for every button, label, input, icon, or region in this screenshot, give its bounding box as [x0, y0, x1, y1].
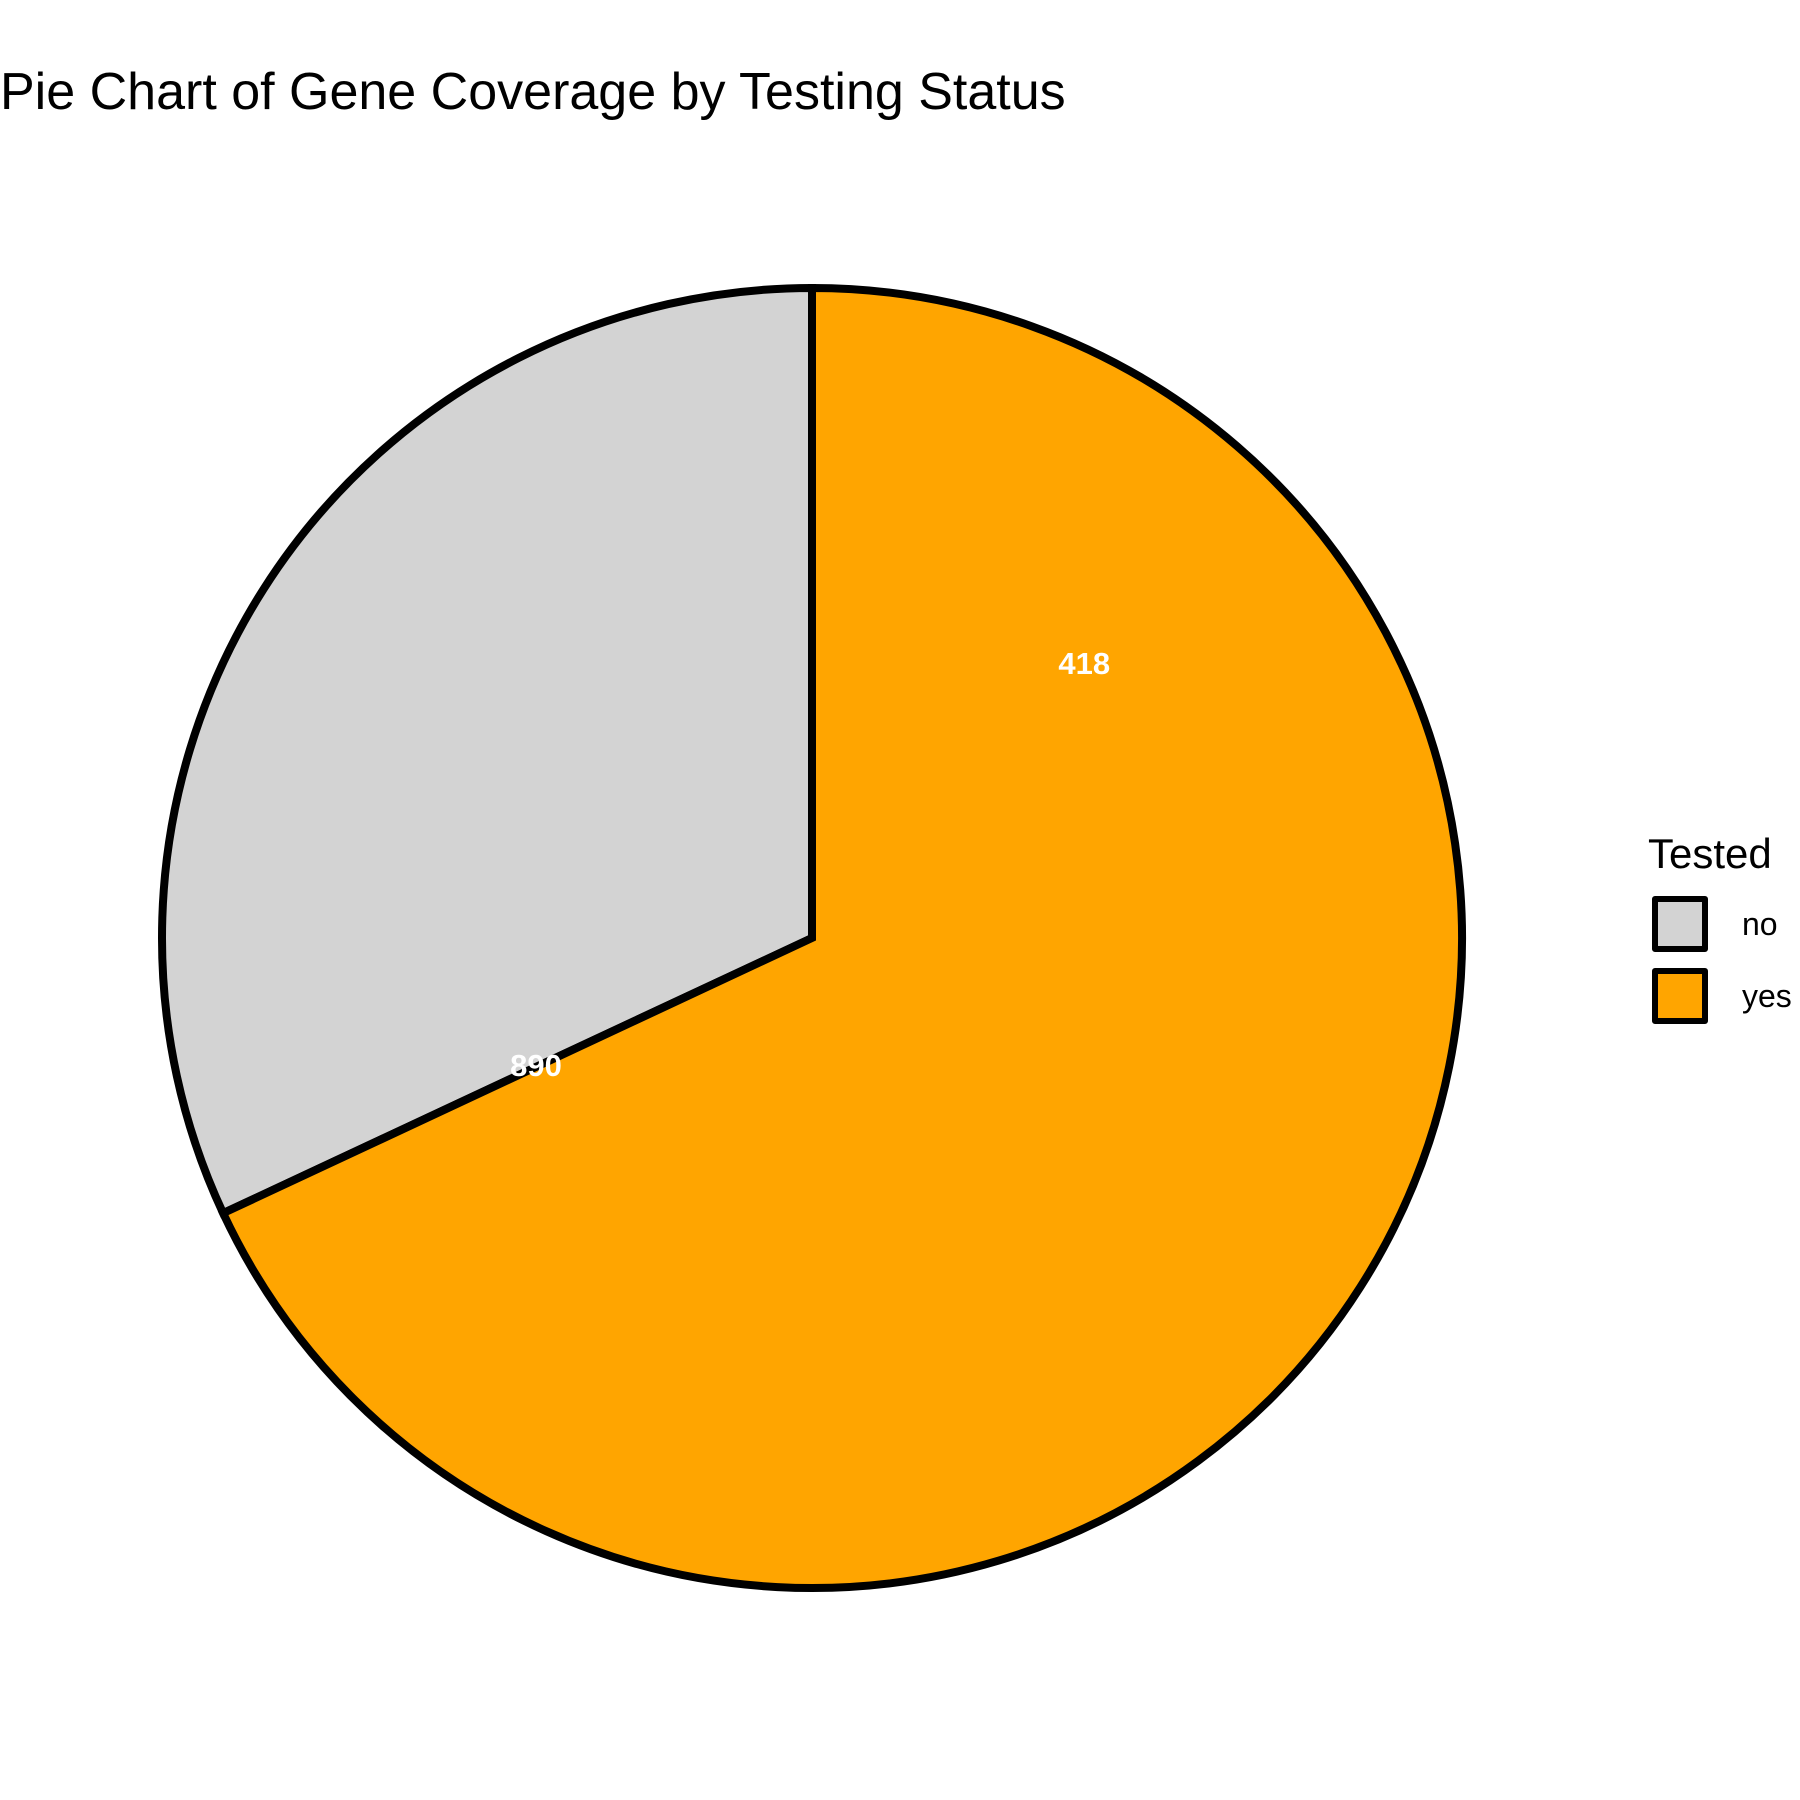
legend-swatch-yes [1652, 968, 1708, 1024]
legend-label-yes: yes [1742, 978, 1792, 1014]
data-label-no: 418 [1058, 646, 1110, 681]
pie-slice-yes [217, 283, 1466, 1592]
data-label-yes: 890 [510, 1048, 562, 1083]
pie-slice-no [158, 283, 816, 1219]
legend-label-no: no [1742, 906, 1778, 942]
legend: Tested no yes [1648, 830, 1792, 1040]
pie-data-labels: 418 890 [510, 646, 1110, 1083]
legend-title: Tested [1648, 830, 1772, 877]
pie-slices [158, 283, 1466, 1592]
chart-title: Pie Chart of Gene Coverage by Testing St… [0, 63, 1066, 121]
legend-item-yes: yes [1648, 968, 1792, 1040]
legend-item-no: no [1648, 896, 1778, 968]
legend-swatch-no [1652, 896, 1708, 952]
